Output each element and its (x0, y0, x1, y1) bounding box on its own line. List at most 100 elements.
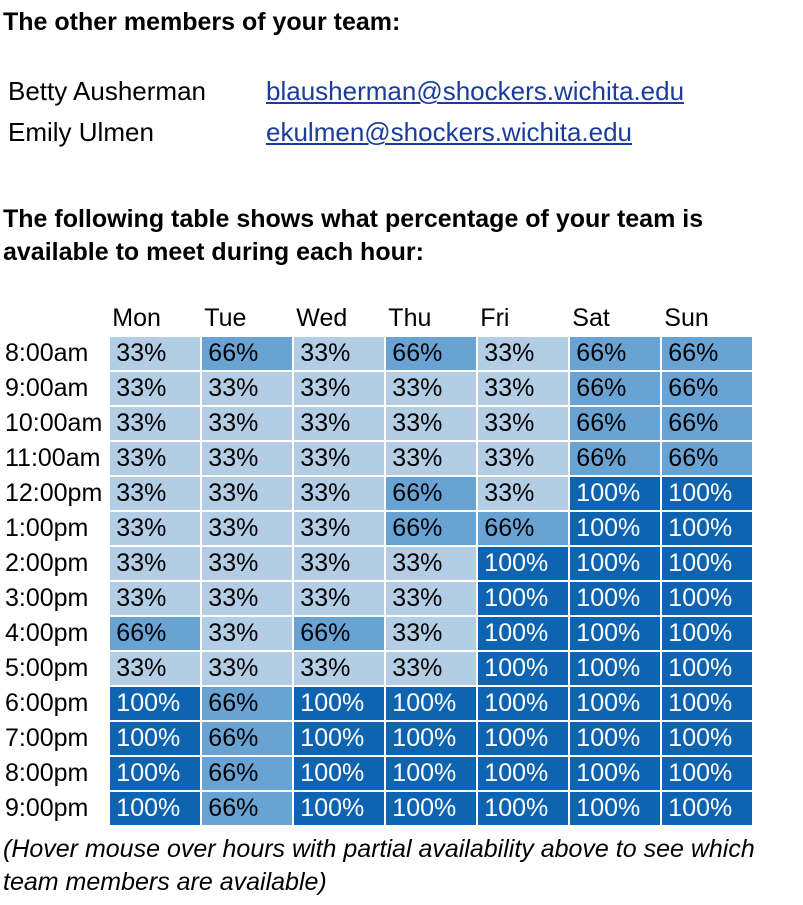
availability-cell[interactable]: 33% (110, 477, 201, 510)
availability-cell: 100% (478, 582, 569, 615)
availability-cell[interactable]: 66% (570, 337, 661, 370)
availability-cell[interactable]: 33% (386, 407, 477, 440)
availability-cell[interactable]: 33% (294, 337, 385, 370)
member-name: Emily Ulmen (8, 117, 154, 147)
hour-label: 2:00pm (5, 549, 89, 577)
availability-cell[interactable]: 66% (662, 372, 753, 405)
availability-cell[interactable]: 33% (202, 512, 293, 545)
availability-cell[interactable]: 33% (478, 407, 569, 440)
hour-label: 12:00pm (5, 479, 103, 507)
availability-cell[interactable]: 33% (110, 582, 201, 615)
hour-row: 12:00pm 33% 33% 33% 66% 33% 100% 100% (3, 477, 753, 510)
availability-cell[interactable]: 66% (202, 722, 293, 755)
availability-cell[interactable]: 33% (294, 652, 385, 685)
availability-cell[interactable]: 66% (662, 442, 753, 475)
hour-label: 1:00pm (5, 514, 89, 542)
availability-cell[interactable]: 66% (294, 617, 385, 650)
availability-cell[interactable]: 33% (202, 372, 293, 405)
hour-label: 9:00pm (5, 794, 89, 822)
availability-cell[interactable]: 33% (478, 477, 569, 510)
availability-cell[interactable]: 33% (294, 547, 385, 580)
availability-cell: 100% (478, 757, 569, 790)
day-header-thu: Thu (388, 304, 432, 332)
availability-cell[interactable]: 33% (386, 652, 477, 685)
hour-row: 1:00pm 33% 33% 33% 66% 66% 100% 100% (3, 512, 753, 545)
availability-cell[interactable]: 33% (202, 547, 293, 580)
day-header-wed: Wed (296, 304, 348, 332)
availability-cell[interactable]: 33% (110, 372, 201, 405)
availability-cell: 100% (662, 652, 753, 685)
availability-cell[interactable]: 33% (386, 442, 477, 475)
availability-cell[interactable]: 33% (386, 617, 477, 650)
availability-cell: 100% (662, 582, 753, 615)
availability-cell[interactable]: 33% (202, 442, 293, 475)
availability-cell[interactable]: 33% (202, 617, 293, 650)
availability-cell[interactable]: 66% (386, 337, 477, 370)
hour-label: 3:00pm (5, 584, 89, 612)
availability-cell[interactable]: 33% (202, 582, 293, 615)
availability-cell[interactable]: 33% (110, 337, 201, 370)
availability-cell[interactable]: 66% (202, 757, 293, 790)
availability-cell[interactable]: 33% (478, 337, 569, 370)
availability-cell[interactable]: 33% (386, 547, 477, 580)
member-name: Betty Ausherman (8, 76, 206, 106)
hour-row: 5:00pm 33% 33% 33% 33% 100% 100% 100% (3, 652, 753, 685)
availability-table-heading: The following table shows what percentag… (3, 205, 704, 266)
member-email-link[interactable]: ekulmen@shockers.wichita.edu (266, 117, 633, 147)
hour-label: 5:00pm (5, 654, 89, 682)
hour-row: 2:00pm 33% 33% 33% 33% 100% 100% 100% (3, 547, 753, 580)
availability-cell[interactable]: 33% (294, 512, 385, 545)
availability-cell[interactable]: 33% (478, 442, 569, 475)
availability-cell[interactable]: 33% (294, 582, 385, 615)
availability-cell[interactable]: 33% (110, 652, 201, 685)
availability-cell: 100% (110, 722, 201, 755)
member-email-link[interactable]: blausherman@shockers.wichita.edu (266, 76, 685, 106)
availability-cell[interactable]: 66% (478, 512, 569, 545)
availability-cell[interactable]: 33% (294, 372, 385, 405)
availability-cell: 100% (110, 757, 201, 790)
hour-row: 9:00am 33% 33% 33% 33% 33% 66% 66% (3, 372, 753, 405)
hour-label: 8:00am (5, 339, 89, 367)
availability-cell[interactable]: 33% (110, 547, 201, 580)
availability-cell[interactable]: 33% (110, 407, 201, 440)
availability-cell[interactable]: 66% (202, 687, 293, 720)
availability-cell[interactable]: 33% (294, 442, 385, 475)
hour-label: 11:00am (5, 444, 101, 472)
hour-row: 11:00am 33% 33% 33% 33% 33% 66% 66% (3, 442, 753, 475)
availability-cell[interactable]: 66% (662, 407, 753, 440)
corner-cell (3, 298, 108, 335)
availability-cell[interactable]: 33% (110, 442, 201, 475)
availability-cell[interactable]: 33% (110, 512, 201, 545)
availability-cell: 100% (386, 722, 477, 755)
availability-cell: 100% (662, 512, 753, 545)
availability-cell[interactable]: 33% (202, 407, 293, 440)
availability-cell[interactable]: 33% (478, 372, 569, 405)
availability-cell: 100% (386, 687, 477, 720)
member-row: Emily Ulmen ekulmen@shockers.wichita.edu (8, 113, 684, 154)
hour-label: 10:00am (5, 409, 103, 437)
availability-cell[interactable]: 66% (386, 512, 477, 545)
hour-label: 8:00pm (5, 759, 89, 787)
availability-cell: 100% (570, 582, 661, 615)
availability-cell[interactable]: 66% (202, 337, 293, 370)
availability-cell[interactable]: 66% (386, 477, 477, 510)
availability-cell[interactable]: 33% (386, 372, 477, 405)
availability-cell[interactable]: 66% (570, 442, 661, 475)
availability-cell[interactable]: 33% (202, 477, 293, 510)
availability-cell[interactable]: 33% (294, 477, 385, 510)
availability-cell[interactable]: 66% (202, 792, 293, 825)
hour-row: 10:00am 33% 33% 33% 33% 33% 66% 66% (3, 407, 753, 440)
availability-cell[interactable]: 66% (570, 372, 661, 405)
availability-cell[interactable]: 66% (570, 407, 661, 440)
availability-cell[interactable]: 33% (386, 582, 477, 615)
availability-cell: 100% (386, 792, 477, 825)
availability-cell: 100% (570, 722, 661, 755)
availability-cell[interactable]: 66% (110, 617, 201, 650)
availability-cell: 100% (110, 792, 201, 825)
availability-cell: 100% (662, 792, 753, 825)
availability-cell[interactable]: 33% (294, 407, 385, 440)
availability-cell[interactable]: 33% (202, 652, 293, 685)
day-header-mon: Mon (112, 304, 161, 332)
availability-cell[interactable]: 66% (662, 337, 753, 370)
